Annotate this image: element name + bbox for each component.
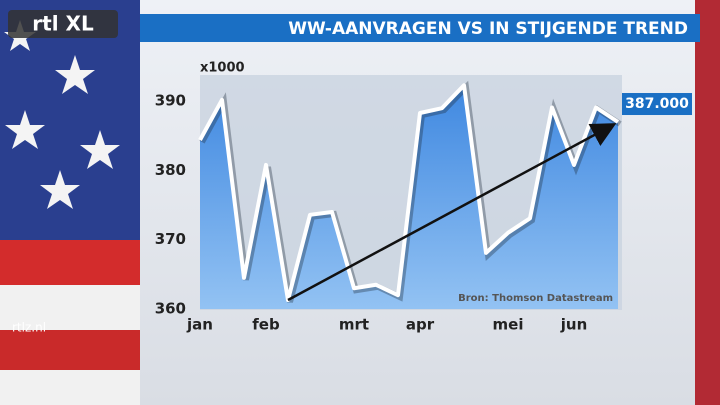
area [200, 85, 618, 309]
title-bar [140, 14, 700, 42]
logo: rtl XL [32, 12, 94, 36]
y-tick-label: 370 [155, 230, 186, 248]
value-label-box [622, 93, 692, 116]
source: Bron: Thomson Datastream [458, 293, 613, 304]
x-tick-label: feb [252, 316, 280, 334]
flag-stripe [0, 330, 150, 370]
line [198, 83, 620, 302]
y-tick-label: 360 [155, 300, 186, 318]
site: rtlz.nl [12, 321, 46, 335]
logo-box [8, 10, 118, 38]
x-tick-label: apr [406, 316, 435, 334]
unit-label: x1000 [200, 61, 245, 76]
y-tick-label: 390 [155, 92, 186, 110]
chart-title: WW-AANVRAGEN VS IN STIJGENDE TREND [288, 19, 688, 39]
x-tick-label: mei [493, 316, 524, 334]
plot: 360 370 380 390 jan feb mrt apr mei jun 387.000 [155, 80, 692, 334]
flag-stripe [0, 240, 150, 285]
x-tick-label: jan [186, 316, 213, 334]
flag-stripe [695, 0, 720, 405]
trend-arrow [287, 123, 617, 302]
y-tick-label: 380 [155, 161, 186, 179]
x-tick-label: jun [560, 316, 588, 334]
x-tick-label: mrt [339, 316, 369, 334]
value-label: 387.000 [625, 96, 689, 112]
